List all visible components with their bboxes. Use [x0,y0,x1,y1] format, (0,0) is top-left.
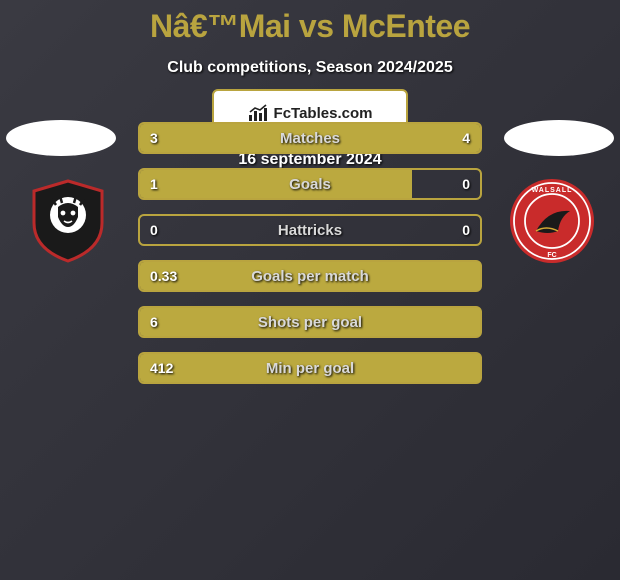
player-photo-left [6,120,116,156]
stat-label: Goals per match [140,268,480,285]
club-badge-right: WALSALL FC [502,176,602,266]
stat-value-left: 6 [150,314,158,330]
stat-row: Matches3 4 [138,122,482,154]
stat-value-left: 1 [150,176,158,192]
walsall-circle-icon: WALSALL FC [508,177,596,265]
stat-row: Shots per goal6 [138,306,482,338]
stat-value-right: 4 [462,130,470,146]
stat-value-left: 412 [150,360,173,376]
svg-text:WALSALL: WALSALL [532,187,573,194]
salford-shield-icon [24,177,112,265]
brand-text: FcTables.com [274,105,373,122]
stat-row: Min per goal412 [138,352,482,384]
stat-label: Goals [140,176,480,193]
stat-label: Min per goal [140,360,480,377]
stat-row: Goals1 0 [138,168,482,200]
stat-label: Shots per goal [140,314,480,331]
stat-value-left: 0 [150,222,158,238]
page-subtitle: Club competitions, Season 2024/2025 [0,59,620,77]
page-title: Nâ€™Mai vs McEntee [0,8,620,45]
svg-text:FC: FC [547,252,556,259]
stat-value-right: 0 [462,176,470,192]
chart-icon [248,104,268,122]
stat-value-right: 0 [462,222,470,238]
stats-container: Matches34Goals10Hattricks00Goals per mat… [138,122,482,398]
stat-value-left: 0.33 [150,268,177,284]
club-badge-left [18,176,118,266]
stat-label: Matches [140,130,480,147]
stat-label: Hattricks [140,222,480,239]
stat-row: Goals per match0.33 [138,260,482,292]
stat-value-left: 3 [150,130,158,146]
header: Nâ€™Mai vs McEntee Club competitions, Se… [0,0,620,77]
player-photo-right [504,120,614,156]
stat-row: Hattricks0 0 [138,214,482,246]
